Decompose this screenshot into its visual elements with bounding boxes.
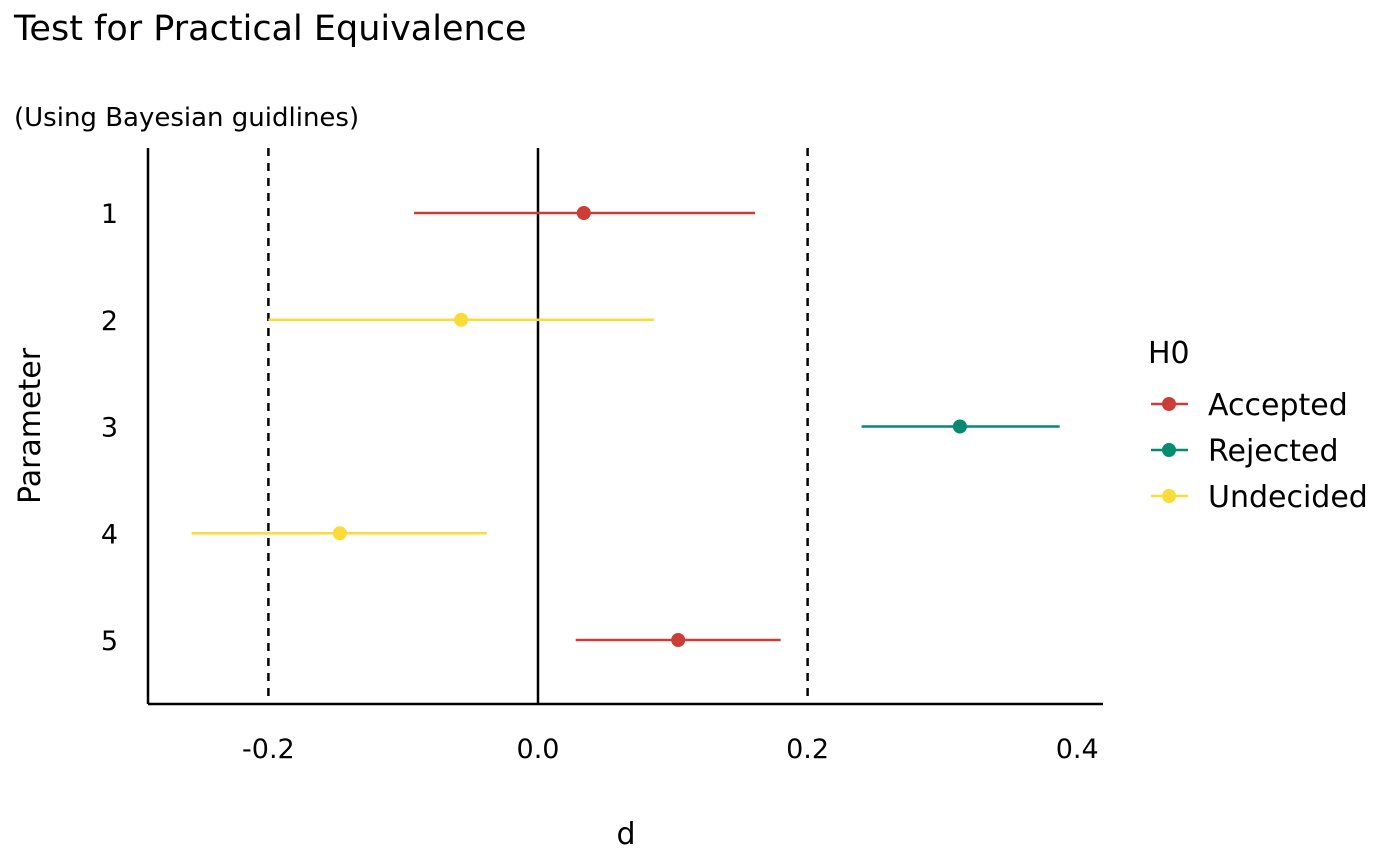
- legend-label-undecided: Undecided: [1208, 480, 1368, 515]
- legend: H0 Accepted Rejected Undecided: [1148, 336, 1368, 515]
- legend-label-accepted: Accepted: [1208, 388, 1348, 423]
- y-tick-label: 4: [101, 519, 118, 550]
- x-tick-label: -0.2: [242, 734, 295, 765]
- x-tick-label: 0.2: [786, 734, 829, 765]
- point-estimate-1: [576, 206, 591, 220]
- legend-key-point-undecided: [1162, 489, 1176, 503]
- x-tick-label: 0.4: [1056, 734, 1099, 765]
- x-tick-label: 0.0: [517, 734, 560, 765]
- point-estimate-4: [332, 526, 347, 541]
- plot-area: -0.2 0.0 0.2 0.4 1 2 3 4 5: [101, 148, 1103, 765]
- legend-key-point-accepted: [1162, 397, 1176, 411]
- y-axis-title: Parameter: [13, 347, 48, 504]
- chart-title: Test for Practical Equivalence: [13, 9, 526, 49]
- y-tick-label: 3: [101, 413, 118, 444]
- point-estimate-3: [952, 419, 967, 434]
- legend-key-point-rejected: [1162, 443, 1176, 457]
- legend-label-rejected: Rejected: [1208, 434, 1339, 469]
- chart-subtitle: (Using Bayesian guidlines): [14, 103, 359, 133]
- y-tick-label: 1: [101, 199, 118, 230]
- y-tick-label: 5: [101, 626, 118, 657]
- legend-title: H0: [1148, 336, 1190, 371]
- point-estimate-5: [671, 633, 686, 647]
- point-estimate-2: [454, 312, 469, 327]
- x-axis-title: d: [616, 817, 635, 852]
- y-tick-label: 2: [101, 306, 118, 337]
